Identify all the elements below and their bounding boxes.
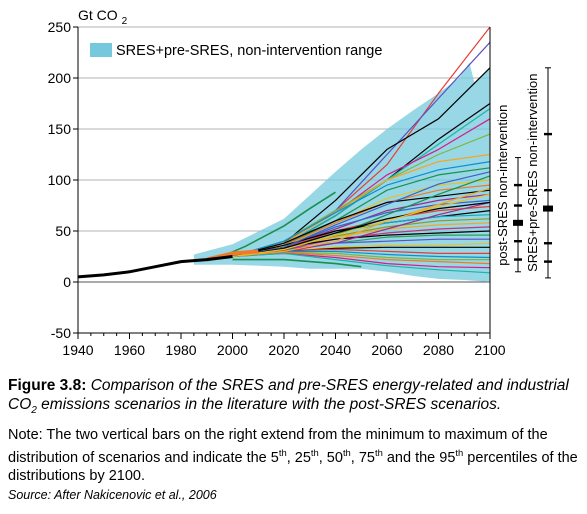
scenario-line [232,161,491,258]
note-sup: th [310,447,319,458]
source-text: Source: After Nakicenovic et al., 2006 [8,488,217,502]
scenario-line [232,171,491,258]
figure-label: Figure 3.8: [8,377,87,394]
y-tick-label: 50 [55,223,71,239]
x-tick-label: 2040 [320,342,351,358]
x-tick-label: 2100 [474,342,505,358]
x-tick-label: 2000 [217,342,248,358]
x-tick-label: 1980 [165,342,196,358]
note-sup: th [278,447,287,458]
y-tick-label: 0 [63,274,71,290]
range-bars: post-SRES non-intervention SRES+pre-SRES … [495,67,553,279]
y-tick-label: 100 [48,172,72,188]
note-part: , 75 [350,449,375,466]
range-bar-label: post-SRES non-intervention [495,105,510,266]
note-part: Note: The two vertical bars on the right… [8,427,548,466]
note-text: Note: The two vertical bars on the right… [8,426,580,485]
x-tick-label: 2020 [268,342,299,358]
x-tick-label: 2080 [423,342,454,358]
scenario-line [219,191,336,259]
note-sup: th [374,447,383,458]
scenario-line [232,201,491,258]
scenario-line [232,258,362,268]
y-axis-label: Gt CO 2 [78,7,128,27]
x-tick-label: 1940 [62,342,93,358]
caption-text-2: emissions scenarios in the literature wi… [36,396,502,413]
legend-label: SRES+pre-SRES, non-intervention range [116,43,382,59]
note-part: percentiles of the distributions by 2100… [8,449,578,484]
legend-swatch [90,43,112,57]
historical-line [77,255,233,279]
range-bar-median [513,219,523,226]
scenario-lines [206,26,491,274]
y-tick-label: -50 [51,325,71,341]
x-tick-label: 1960 [114,342,145,358]
y-axis-label-main: Gt CO [78,7,118,23]
scenario-line [232,252,491,274]
legend: SRES+pre-SRES, non-intervention range [90,43,382,59]
caption-text-1: Comparison of the SRES and pre-SRES ener… [8,377,569,413]
y-tick-label: 200 [48,70,72,86]
note-sup: th [342,447,351,458]
scenario-line [232,251,491,265]
scenario-line [232,179,491,258]
y-tick-label: 150 [48,121,72,137]
figure-caption: Figure 3.8: Comparison of the SRES and p… [8,376,580,420]
y-tick-label: 250 [48,19,72,35]
scenario-line [232,189,491,258]
caption-sub: 2 [31,405,37,417]
scenario-line [232,193,491,258]
scenario-line [232,210,491,258]
note-sup: th [455,447,464,458]
axes: -50 0 50 100 150 200 250 1940 1960 1980 2000 2020 20… [48,19,506,358]
scenario-line [232,248,490,258]
range-bar-label: SRES+pre-SRES non-intervention [525,74,540,272]
x-tick-label: 2060 [371,342,402,358]
note-part: and the 95 [382,449,456,466]
note-part: , 50 [318,449,343,466]
emissions-chart: -50 0 50 100 150 200 250 1940 1960 1980 2000 2020 20… [48,7,553,358]
scenario-line [232,187,491,258]
range-bar-median [543,205,553,212]
caption-text: Comparison of the SRES and pre-SRES ener… [8,377,569,417]
note-part: , 25 [286,449,311,466]
y-axis-label-sub: 2 [122,16,128,27]
